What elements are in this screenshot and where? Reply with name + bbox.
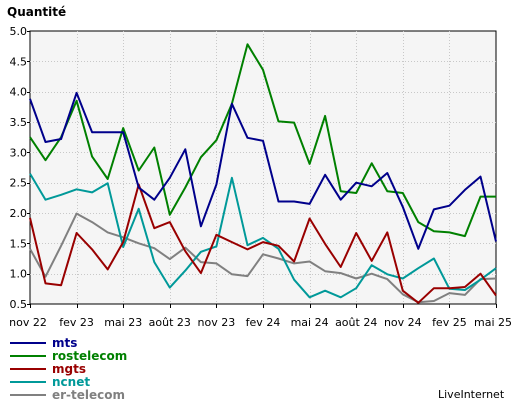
series-line-mgts xyxy=(29,183,497,304)
x-tick-label: fev 24 xyxy=(246,316,281,329)
x-tick-label: nov 24 xyxy=(384,316,422,329)
y-tick-label: 3.0 xyxy=(10,146,28,159)
x-tick-label: mai 24 xyxy=(291,316,329,329)
x-tick-label: fev 25 xyxy=(432,316,467,329)
y-tick-label: 1.5 xyxy=(10,237,28,250)
x-axis: nov 22 fev 23 mai 23 août 23 nov 23 fev 24 mai… xyxy=(9,304,512,329)
series-line-ncnet xyxy=(29,173,497,299)
y-tick-label: 3.5 xyxy=(10,116,28,129)
y-tick-label: 4.0 xyxy=(10,86,28,99)
x-tick-label: août 24 xyxy=(335,316,377,329)
x-tick-label: août 23 xyxy=(149,316,191,329)
series-line-mts xyxy=(29,91,497,250)
legend-label-ncnet: ncnet xyxy=(52,375,90,389)
grid xyxy=(30,31,496,304)
legend-label-mts: mts xyxy=(52,336,77,350)
x-tick-label: fev 23 xyxy=(59,316,94,329)
watermark: LiveInternet xyxy=(438,388,505,401)
y-tick-label: 5.0 xyxy=(10,25,28,38)
y-tick-label: 2.5 xyxy=(10,177,28,190)
y-axis-title: Quantité xyxy=(7,5,66,19)
series-lines xyxy=(29,43,497,304)
y-tick-label: 4.5 xyxy=(10,55,28,68)
y-tick-label: 1.0 xyxy=(10,268,28,281)
x-tick-label: nov 23 xyxy=(198,316,236,329)
x-tick-label: mai 23 xyxy=(104,316,142,329)
x-tick-label: nov 22 xyxy=(9,316,47,329)
x-tick-label: mai 25 xyxy=(474,316,512,329)
y-axis: 5.0 4.5 4.0 3.5 3.0 2.5 2.0 1.5 1.0 0.5 xyxy=(10,25,30,311)
y-tick-label: 0.5 xyxy=(10,298,28,311)
y-tick-label: 2.0 xyxy=(10,207,28,220)
legend-label-rostelecom: rostelecom xyxy=(52,349,127,363)
series-line-rostelecom xyxy=(29,43,496,238)
legend-label-mgts: mgts xyxy=(52,362,86,376)
legend-label-er-telecom: er-telecom xyxy=(52,388,125,402)
